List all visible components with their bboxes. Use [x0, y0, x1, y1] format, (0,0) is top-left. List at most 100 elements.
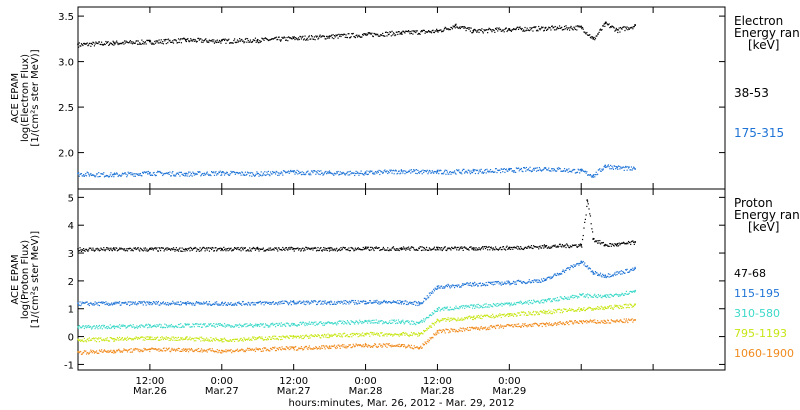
data-point — [284, 249, 286, 251]
data-point — [381, 319, 383, 322]
data-point — [412, 301, 414, 304]
data-point — [391, 172, 393, 174]
data-point — [373, 300, 375, 302]
data-point — [484, 306, 487, 308]
data-point — [303, 173, 305, 175]
data-point — [229, 248, 231, 250]
data-point — [227, 340, 229, 342]
data-point — [224, 301, 226, 303]
data-point — [152, 248, 154, 250]
data-point — [336, 35, 338, 37]
data-point — [401, 33, 403, 35]
legend-entry: 175-315 — [734, 126, 784, 140]
data-point — [308, 321, 310, 323]
data-point — [113, 340, 116, 342]
data-point — [578, 296, 580, 298]
data-point — [142, 250, 144, 252]
data-point — [333, 174, 335, 176]
data-point — [627, 293, 629, 295]
data-point — [440, 285, 442, 287]
data-point — [86, 249, 88, 251]
data-point — [166, 303, 168, 306]
data-point — [628, 166, 630, 168]
data-point — [505, 314, 507, 316]
data-point — [260, 171, 262, 173]
data-point — [434, 249, 436, 251]
data-point — [366, 332, 369, 335]
data-point — [147, 173, 149, 175]
data-point — [545, 244, 548, 247]
data-point — [423, 29, 425, 31]
data-point — [130, 249, 132, 252]
data-point — [259, 248, 262, 251]
data-point — [373, 172, 375, 174]
data-point — [571, 308, 573, 310]
data-point — [152, 347, 154, 350]
data-point — [147, 336, 149, 338]
data-point — [455, 285, 457, 287]
data-point — [578, 169, 580, 171]
data-point — [361, 249, 364, 251]
data-point — [327, 247, 329, 249]
data-point — [509, 29, 511, 31]
data-point — [183, 326, 185, 328]
data-point — [338, 335, 341, 337]
data-point — [484, 169, 487, 171]
data-point — [343, 300, 345, 302]
data-point — [241, 40, 244, 42]
data-point — [456, 286, 459, 288]
data-point — [303, 250, 305, 252]
data-point — [506, 314, 508, 316]
data-point — [117, 349, 119, 351]
data-point — [357, 323, 359, 325]
data-point — [260, 303, 262, 305]
data-point — [321, 300, 323, 302]
data-point — [228, 174, 231, 176]
data-point — [231, 303, 234, 306]
data-point — [630, 303, 632, 306]
data-point — [600, 305, 602, 307]
data-point — [391, 319, 393, 321]
data-point — [231, 339, 234, 341]
data-point — [537, 246, 539, 248]
data-point — [408, 248, 410, 250]
data-point — [301, 171, 303, 173]
data-point — [151, 174, 153, 176]
data-point — [168, 339, 170, 342]
data-point — [528, 313, 530, 315]
data-point — [501, 168, 503, 171]
data-point — [328, 37, 330, 39]
data-point — [195, 173, 197, 176]
data-point — [238, 40, 240, 42]
data-point — [337, 249, 339, 251]
data-point — [305, 323, 308, 325]
data-point — [217, 304, 219, 306]
data-point — [163, 303, 165, 305]
data-point — [346, 248, 349, 250]
data-point — [544, 167, 547, 169]
data-point — [405, 171, 408, 174]
data-point — [605, 307, 607, 310]
data-point — [538, 246, 541, 248]
data-point — [344, 247, 346, 249]
data-point — [511, 170, 513, 172]
data-point — [595, 241, 597, 243]
data-point — [446, 28, 448, 30]
data-point — [205, 172, 208, 174]
data-point — [541, 169, 543, 171]
data-point — [218, 171, 221, 174]
data-point — [216, 250, 218, 252]
data-point — [480, 247, 482, 250]
data-point — [356, 332, 358, 335]
data-point — [98, 172, 100, 174]
data-point — [624, 243, 626, 245]
data-point — [615, 166, 617, 168]
data-point — [281, 36, 283, 39]
data-point — [263, 339, 265, 341]
data-point — [578, 307, 580, 309]
y-tick-label: 2 — [68, 277, 74, 288]
data-point — [189, 250, 191, 252]
data-point — [252, 326, 254, 328]
data-point — [292, 170, 294, 172]
data-point — [396, 333, 398, 336]
